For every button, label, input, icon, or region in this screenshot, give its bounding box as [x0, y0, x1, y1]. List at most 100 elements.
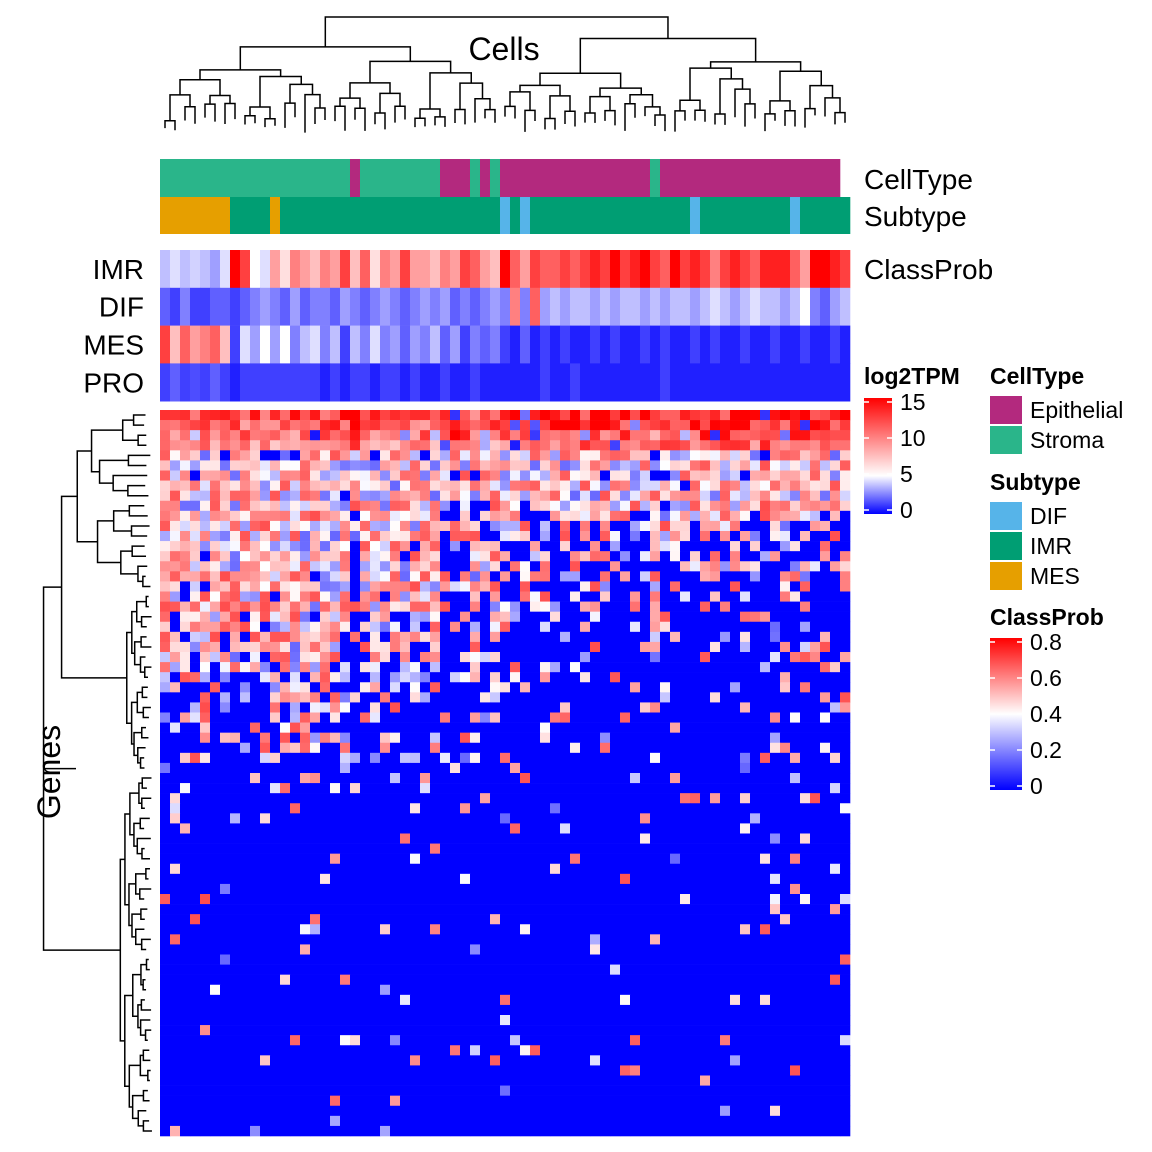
expression-cell-4-20: [360, 450, 371, 461]
expression-cell-7-33: [490, 480, 501, 491]
expression-cell-11-17: [330, 520, 341, 532]
expression-cell-54-3: [190, 954, 201, 965]
expression-cell-63-56: [720, 1045, 731, 1056]
expression-cell-44-53: [690, 853, 701, 865]
expression-cell-59-66: [820, 1004, 831, 1016]
expression-cell-46-46: [620, 873, 631, 885]
expression-cell-17-55: [710, 581, 721, 592]
expression-cell-47-11: [270, 883, 281, 895]
expression-cell-20-11: [270, 611, 281, 623]
expression-cell-34-35: [510, 752, 521, 764]
expression-cell-48-18: [340, 894, 351, 905]
expression-cell-50-31: [470, 914, 481, 925]
expression-cell-5-7: [230, 460, 241, 471]
expression-cell-46-0: [160, 873, 171, 885]
expression-cell-47-63: [790, 883, 801, 895]
expression-cell-49-18: [340, 904, 351, 915]
expression-cell-56-46: [620, 974, 631, 986]
classprob-cell-DIF-52: [680, 287, 691, 326]
classprob-cell-PRO-29: [450, 363, 461, 402]
classprob-cell-DIF-26: [420, 287, 431, 326]
col-dendro-branch: [334, 105, 346, 131]
expression-cell-10-47: [630, 510, 641, 522]
expression-cell-35-56: [720, 762, 731, 774]
classprob-cell-DIF-65: [810, 287, 821, 326]
expression-cell-12-43: [590, 531, 601, 542]
expression-cell-13-38: [540, 541, 551, 552]
expression-cell-44-60: [760, 853, 771, 865]
expression-cell-46-24: [400, 873, 411, 885]
expression-cell-51-11: [270, 924, 281, 935]
expression-cell-62-38: [540, 1035, 551, 1046]
expression-cell-16-58: [740, 571, 751, 582]
expression-cell-13-55: [710, 541, 721, 552]
expression-cell-1-54: [700, 420, 711, 431]
expression-cell-15-27: [430, 561, 441, 572]
expression-cell-38-57: [730, 793, 741, 804]
expression-cell-26-67: [830, 672, 841, 683]
expression-cell-6-10: [260, 470, 271, 481]
expression-cell-54-1: [170, 954, 181, 965]
expression-cell-65-6: [220, 1065, 231, 1076]
expression-cell-1-67: [830, 420, 841, 431]
expression-cell-24-38: [540, 652, 551, 663]
expression-cell-42-37: [530, 833, 541, 844]
expression-cell-50-42: [580, 914, 591, 925]
classprob-cell-PRO-27: [430, 363, 441, 402]
celltype-segment-2: [360, 159, 441, 197]
expression-cell-49-66: [820, 904, 831, 915]
expression-cell-54-17: [330, 954, 341, 965]
expression-cell-9-5: [210, 500, 221, 512]
expression-cell-49-5: [210, 904, 221, 915]
expression-cell-30-50: [660, 712, 671, 723]
expression-cell-6-20: [360, 470, 371, 481]
expression-cell-2-59: [750, 430, 761, 441]
expression-cell-25-65: [810, 662, 821, 673]
expression-cell-8-61: [770, 490, 781, 502]
expression-cell-38-16: [320, 793, 331, 804]
expression-cell-0-27: [430, 410, 441, 421]
expression-cell-0-32: [480, 410, 491, 421]
expression-cell-17-65: [810, 581, 821, 592]
expression-cell-25-45: [610, 662, 621, 673]
expression-cell-2-51: [670, 430, 681, 441]
expression-cell-50-33: [490, 914, 501, 925]
expression-cell-3-65: [810, 440, 821, 451]
expression-cell-7-62: [780, 480, 791, 491]
expression-cell-55-68: [840, 964, 851, 975]
expression-cell-13-50: [660, 541, 671, 552]
expression-cell-54-54: [700, 954, 711, 965]
expression-cell-43-46: [620, 843, 631, 854]
expression-cell-26-35: [510, 672, 521, 683]
expression-cell-16-17: [330, 571, 341, 582]
expression-cell-37-44: [600, 783, 611, 794]
expression-cell-12-23: [390, 531, 401, 542]
expression-cell-6-67: [830, 470, 841, 481]
expression-cell-31-46: [620, 722, 631, 733]
expression-cell-24-50: [660, 652, 671, 663]
expression-cell-65-31: [470, 1065, 481, 1076]
classprob-cell-IMR-63: [790, 250, 801, 289]
expression-cell-31-16: [320, 722, 331, 733]
expression-cell-20-28: [440, 611, 451, 623]
expression-cell-29-38: [540, 702, 551, 713]
expression-cell-59-6: [220, 1004, 231, 1016]
expression-cell-35-59: [750, 762, 761, 774]
expression-cell-12-57: [730, 531, 741, 542]
expression-cell-59-2: [180, 1004, 191, 1016]
expression-cell-10-21: [370, 510, 381, 522]
classprob-cell-PRO-63: [790, 363, 801, 402]
expression-cell-28-16: [320, 692, 331, 703]
expression-cell-11-66: [820, 520, 831, 532]
expression-cell-33-51: [670, 742, 681, 754]
expression-cell-55-19: [350, 964, 361, 975]
expression-cell-47-57: [730, 883, 741, 895]
expression-cell-9-31: [470, 500, 481, 512]
expression-cell-50-40: [560, 914, 571, 925]
expression-cell-31-58: [740, 722, 751, 733]
expression-cell-53-0: [160, 944, 171, 955]
expression-cell-19-54: [700, 601, 711, 612]
expression-cell-65-54: [700, 1065, 711, 1076]
expression-cell-57-24: [400, 984, 411, 996]
